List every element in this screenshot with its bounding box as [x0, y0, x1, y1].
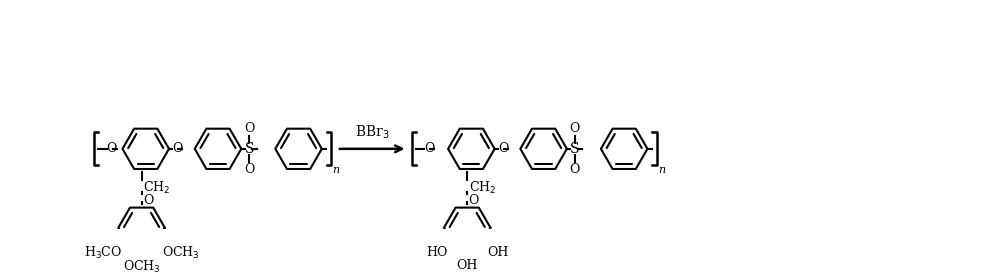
Text: O: O [244, 122, 254, 135]
Text: n: n [333, 165, 340, 175]
Text: OH: OH [487, 246, 509, 259]
Text: S: S [245, 142, 254, 156]
Text: BBr$_3$: BBr$_3$ [355, 123, 389, 141]
Text: O: O [244, 163, 254, 176]
Text: O: O [107, 142, 117, 155]
Text: O: O [468, 194, 479, 207]
Text: HO: HO [426, 246, 447, 259]
Text: H$_3$CO: H$_3$CO [84, 245, 122, 261]
Text: O: O [172, 142, 183, 155]
Text: CH$_2$: CH$_2$ [469, 179, 496, 196]
Text: CH$_2$: CH$_2$ [143, 179, 170, 196]
Text: S: S [570, 142, 580, 156]
Text: n: n [658, 165, 665, 175]
Text: OCH$_3$: OCH$_3$ [123, 259, 160, 274]
Text: OH: OH [457, 259, 478, 272]
Text: O: O [143, 194, 153, 207]
Text: OCH$_3$: OCH$_3$ [162, 245, 199, 261]
Text: O: O [570, 122, 580, 135]
Text: O: O [424, 142, 434, 155]
Text: O: O [570, 163, 580, 176]
Text: O: O [498, 142, 508, 155]
